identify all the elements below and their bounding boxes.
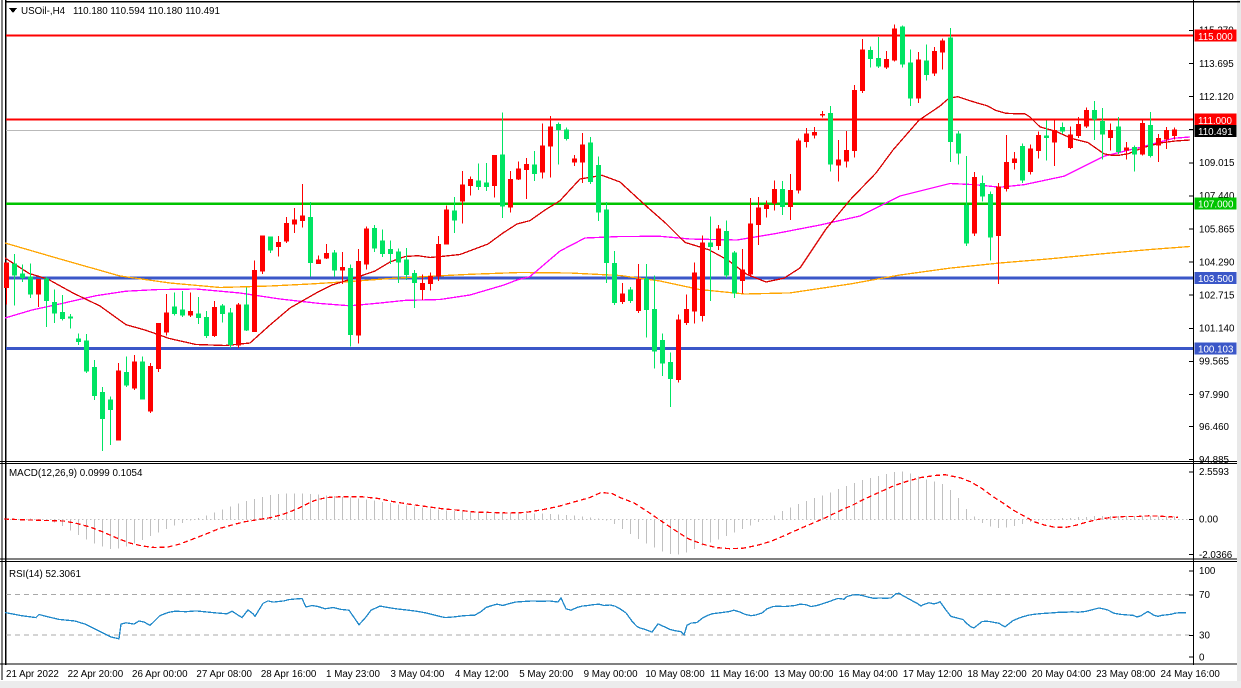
svg-text:101.140: 101.140 [1199,324,1235,335]
svg-text:99.565: 99.565 [1199,357,1230,368]
svg-text:USOil-,H4: USOil-,H4 [21,6,66,17]
svg-text:10 May 08:00: 10 May 08:00 [645,669,705,680]
svg-text:107.000: 107.000 [1198,200,1234,211]
svg-text:13 May 00:00: 13 May 00:00 [774,669,834,680]
svg-text:22 Apr 20:00: 22 Apr 20:00 [68,669,124,680]
svg-text:-2.0366: -2.0366 [1199,550,1233,561]
svg-text:100.103: 100.103 [1198,345,1234,356]
svg-text:18 May 22:00: 18 May 22:00 [967,669,1027,680]
svg-text:96.460: 96.460 [1199,422,1230,433]
svg-text:109.015: 109.015 [1199,158,1235,169]
svg-text:26 Apr 00:00: 26 Apr 00:00 [132,669,188,680]
svg-text:1 May 23:00: 1 May 23:00 [326,669,380,680]
svg-text:113.695: 113.695 [1199,59,1234,70]
svg-text:4 May 12:00: 4 May 12:00 [455,669,509,680]
svg-text:RSI(14) 52.3061: RSI(14) 52.3061 [9,569,81,580]
svg-text:20 May 04:00: 20 May 04:00 [1032,669,1092,680]
svg-text:21 Apr 2022: 21 Apr 2022 [6,669,59,680]
svg-text:23 May 08:00: 23 May 08:00 [1096,669,1156,680]
svg-text:115.000: 115.000 [1198,32,1233,43]
svg-text:110.180 110.594 110.180 110.49: 110.180 110.594 110.180 110.491 [73,6,220,17]
svg-text:11 May 16:00: 11 May 16:00 [710,669,769,680]
svg-text:94.885: 94.885 [1199,455,1230,466]
svg-text:105.865: 105.865 [1199,224,1235,235]
svg-text:100: 100 [1199,566,1216,577]
svg-text:2.5593: 2.5593 [1199,467,1230,478]
svg-text:103.500: 103.500 [1198,274,1234,285]
svg-text:107.440: 107.440 [1199,191,1235,202]
svg-text:24 May 16:00: 24 May 16:00 [1161,669,1221,680]
svg-text:102.715: 102.715 [1199,291,1235,302]
svg-text:5 May 20:00: 5 May 20:00 [519,669,573,680]
svg-text:17 May 12:00: 17 May 12:00 [903,669,963,680]
svg-text:16 May 04:00: 16 May 04:00 [839,669,899,680]
svg-text:110.491: 110.491 [1198,127,1233,138]
svg-text:111.000: 111.000 [1198,116,1233,127]
svg-text:27 Apr 08:00: 27 Apr 08:00 [196,669,252,680]
svg-text:0.00: 0.00 [1199,515,1219,526]
svg-text:112.120: 112.120 [1199,92,1234,103]
svg-text:30: 30 [1199,631,1210,642]
svg-text:3 May 04:00: 3 May 04:00 [390,669,444,680]
svg-text:97.990: 97.990 [1199,390,1230,401]
svg-text:0: 0 [1199,652,1205,663]
svg-text:MACD(12,26,9) 0.0999 0.1054: MACD(12,26,9) 0.0999 0.1054 [9,468,143,479]
svg-text:104.290: 104.290 [1199,257,1235,268]
svg-text:28 Apr 16:00: 28 Apr 16:00 [261,669,317,680]
svg-text:9 May 00:00: 9 May 00:00 [584,669,638,680]
svg-text:70: 70 [1199,590,1210,601]
